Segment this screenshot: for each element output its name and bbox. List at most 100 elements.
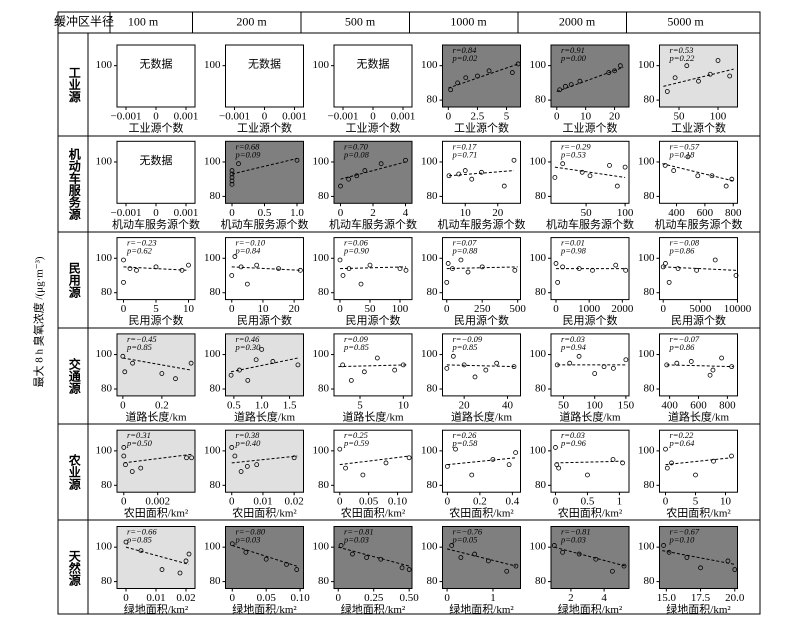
r-value: r=0.22 (670, 430, 695, 440)
header-corner: 缓冲区半径 (54, 13, 114, 28)
data-point (403, 267, 409, 273)
x-tick-label: 0.001 (174, 111, 199, 123)
y-tick-label: 80 (210, 383, 222, 395)
data-point (383, 460, 389, 466)
x-tick-label: 20.0 (725, 592, 745, 604)
data-point (694, 267, 700, 273)
data-point (232, 254, 238, 259)
r-value: r=0.01 (561, 238, 585, 248)
x-tick-label: 0.001 (391, 111, 416, 123)
x-tick-label: 400 (668, 207, 685, 219)
r-value: r=−0.81 (344, 526, 374, 536)
data-point (294, 157, 300, 163)
panel-background (442, 44, 521, 108)
x-axis-label: 工业源个数 (129, 121, 184, 135)
data-point (723, 183, 729, 189)
data-point (121, 257, 126, 263)
data-point (159, 371, 165, 376)
x-tick-label: 15.0 (657, 592, 677, 604)
data-point (675, 266, 681, 272)
data-point (121, 279, 126, 285)
x-tick-label: 100 (392, 303, 409, 315)
data-point (672, 75, 678, 81)
data-point (623, 267, 629, 273)
data-point (406, 567, 412, 572)
data-point (253, 357, 259, 363)
data-point (159, 567, 165, 572)
y-tick-label: 100 (638, 444, 655, 456)
trend-line (446, 364, 517, 368)
y-tick-label: 80 (644, 286, 656, 298)
y-tick-label: 100 (313, 444, 330, 456)
y-tick-label: 80 (101, 286, 113, 298)
data-point (725, 558, 731, 564)
x-tick-label: 0 (660, 303, 666, 315)
y-tick-label: 100 (204, 348, 221, 360)
p-value: p=0.03 (343, 534, 369, 544)
x-axis-label: 民用源个数 (346, 313, 401, 327)
r-value: r=−0.08 (670, 238, 700, 248)
row-label: 天然源 (67, 550, 81, 587)
x-tick-label: 0 (553, 303, 559, 315)
data-point (295, 362, 301, 368)
x-tick-label: 5 (357, 399, 363, 411)
data-point (229, 273, 235, 278)
y-tick-label: 80 (101, 479, 113, 491)
data-point (486, 68, 492, 74)
x-tick-label: 0 (121, 496, 127, 508)
data-point (291, 455, 297, 461)
x-tick-label: 800 (725, 207, 742, 219)
data-point (568, 82, 574, 88)
data-point (576, 353, 582, 359)
header-column: 200 m (236, 14, 267, 28)
y-tick-label: 80 (210, 190, 222, 202)
r-value: r=0.07 (453, 238, 478, 248)
trend-line (339, 455, 410, 466)
r-value: r=0.68 (236, 141, 261, 151)
trend-line (555, 460, 623, 464)
data-point (472, 551, 478, 557)
x-tick-label: 0.2 (473, 496, 487, 508)
y-tick-label: 80 (644, 479, 656, 491)
data-point (613, 262, 619, 268)
x-tick-label: 0 (370, 111, 376, 123)
data-point (601, 364, 607, 370)
data-point (695, 173, 701, 179)
data-point (610, 568, 615, 574)
x-axis-label: 道路长度/km (668, 409, 730, 423)
p-value: p=0.85 (343, 342, 369, 352)
y-tick-label: 80 (427, 575, 439, 587)
data-point (469, 176, 475, 182)
p-value: p=0.86 (669, 342, 696, 352)
data-point (560, 264, 566, 270)
x-tick-label: 0 (337, 496, 343, 508)
y-tick-label: 100 (96, 444, 113, 456)
data-point (729, 176, 735, 182)
data-point (479, 264, 485, 270)
data-point (129, 469, 135, 474)
data-point (483, 367, 489, 373)
trend-line (123, 453, 192, 464)
data-point (284, 561, 289, 567)
trend-line (663, 266, 737, 271)
x-axis-label: 绿地面积/km² (124, 602, 189, 616)
data-point (254, 462, 260, 468)
data-point (576, 266, 582, 272)
data-point (445, 261, 451, 266)
y-tick-label: 80 (318, 190, 330, 202)
no-data-note: 无数据 (140, 153, 173, 167)
data-point (229, 541, 235, 547)
x-tick-label: 0 (230, 592, 236, 604)
trend-line (446, 266, 518, 270)
x-tick-label: 0 (445, 496, 451, 508)
data-point (237, 367, 242, 373)
panel-background (116, 44, 196, 108)
data-point (358, 281, 364, 287)
data-point (130, 360, 136, 366)
r-value: r=0.25 (344, 430, 368, 440)
y-tick-label: 80 (427, 286, 439, 298)
y-tick-label: 100 (530, 252, 547, 264)
data-point (674, 360, 680, 366)
y-tick-label: 100 (96, 348, 113, 360)
data-point (512, 267, 518, 273)
